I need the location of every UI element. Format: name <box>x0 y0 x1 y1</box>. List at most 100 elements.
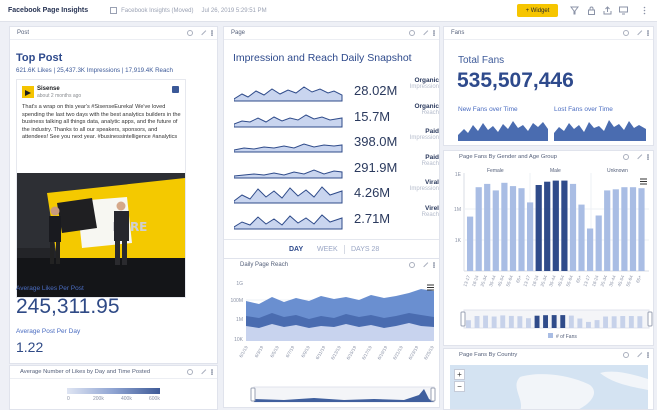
more-icon[interactable] <box>211 369 213 375</box>
edit-icon[interactable] <box>197 27 207 36</box>
more-icon[interactable] <box>211 30 213 36</box>
more-icon[interactable] <box>647 352 649 358</box>
gender-y-tick: 1K <box>455 238 462 244</box>
bar[interactable] <box>604 190 611 271</box>
reach-x-tick: 6/7/19 <box>285 345 296 359</box>
age-tick: 55-64 <box>505 274 514 287</box>
more-icon[interactable] <box>647 30 649 36</box>
metric-sparkline <box>234 213 343 229</box>
avg-likes-label: Average Likes Per Post <box>16 285 84 292</box>
tab-week[interactable]: WEEK <box>317 246 338 253</box>
bar[interactable] <box>612 189 619 271</box>
info-icon[interactable] <box>187 369 193 375</box>
metric-value: 2.71M <box>354 210 391 226</box>
reach-x-tick: 6/15/19 <box>346 345 358 361</box>
share-icon[interactable] <box>603 6 612 15</box>
embedded-post[interactable]: Sisense about 2 months ago That's a wrap… <box>16 79 186 298</box>
info-icon[interactable] <box>623 352 629 358</box>
more-icon[interactable] <box>433 262 435 268</box>
edit-icon[interactable] <box>633 27 643 36</box>
tab-days-28[interactable]: DAYS 28 <box>351 246 380 253</box>
post-body: That's a wrap on this year's #SisenseEur… <box>22 104 181 140</box>
group-label-male: Male <box>550 168 561 174</box>
bar[interactable] <box>501 182 508 271</box>
reach-chart-menu-icon[interactable] <box>427 284 434 291</box>
lock-icon[interactable] <box>587 6 596 15</box>
bar[interactable] <box>578 204 585 271</box>
navigator-bar <box>508 315 514 328</box>
bar[interactable] <box>595 215 602 272</box>
gender-x-axis: 13-17 18-24 25-34 35-44 45-54 55-64 65+ 13-17 18… <box>462 274 642 287</box>
bar[interactable] <box>484 183 491 271</box>
navigator-bar <box>594 320 600 328</box>
more-options-icon[interactable] <box>640 6 649 15</box>
country-map[interactable]: + − <box>450 365 648 409</box>
bar[interactable] <box>492 190 499 271</box>
lost-fans-sparkline <box>554 120 646 141</box>
add-widget-button[interactable]: + Widget <box>517 4 558 17</box>
info-icon[interactable] <box>409 30 415 36</box>
bar[interactable] <box>638 188 645 271</box>
more-icon[interactable] <box>647 154 649 160</box>
reach-x-tick: 6/3/19 <box>254 345 265 359</box>
more-icon[interactable] <box>433 30 435 36</box>
edit-icon[interactable] <box>197 366 207 375</box>
fans-widget-header: Fans <box>444 27 653 40</box>
navigator-bar <box>466 320 471 328</box>
info-icon[interactable] <box>187 30 193 36</box>
bar[interactable] <box>509 186 517 271</box>
edit-icon[interactable] <box>633 349 643 358</box>
edit-icon[interactable] <box>419 259 429 268</box>
navigator-handle-right[interactable] <box>647 311 653 327</box>
new-fans-label: New Fans over Time <box>458 106 518 113</box>
metric-label: Viral Impression <box>409 179 439 192</box>
datasource-name: Facebook Insights (Moved) <box>121 7 194 14</box>
post-widget-header: Post <box>10 27 217 40</box>
metric-row: 4.26M Viral Impression <box>234 179 439 205</box>
metric-value: 398.0M <box>354 134 398 149</box>
reach-x-tick: 6/23/19 <box>408 345 420 361</box>
bar[interactable] <box>527 202 534 271</box>
lost-fans-label: Lost Fans over Time <box>554 106 613 113</box>
fans-gender-age-widget: Page Fans By Gender and Age Group 1E 1M … <box>443 150 654 346</box>
bar[interactable] <box>467 216 474 271</box>
bar[interactable] <box>621 187 628 271</box>
bar[interactable] <box>552 180 559 271</box>
zoom-out-button[interactable]: − <box>454 381 465 392</box>
navigator-bar <box>628 316 634 328</box>
bar[interactable] <box>544 181 551 271</box>
bar[interactable] <box>535 185 542 271</box>
bar[interactable] <box>475 187 482 271</box>
tab-separator <box>344 245 345 254</box>
bar[interactable] <box>518 188 525 271</box>
navigator-handle-left[interactable] <box>460 311 466 327</box>
bar[interactable] <box>569 183 577 271</box>
info-icon[interactable] <box>623 30 629 36</box>
navigator-handle-left[interactable] <box>250 387 256 402</box>
sisense-logo-icon <box>22 86 34 98</box>
filter-icon[interactable] <box>570 6 579 15</box>
reach-x-tick: 6/1/19 <box>238 345 249 359</box>
daily-reach-widget: Daily Page Reach 1G 100M 1M 10K 6/1/19 6/… <box>223 258 440 408</box>
reach-x-tick: 6/5/19 <box>269 345 280 359</box>
metric-label: Virel Reach <box>421 204 439 218</box>
bar[interactable] <box>629 187 637 271</box>
age-tick: 13-17 <box>522 274 531 287</box>
navigator-handle-right[interactable] <box>430 387 436 402</box>
zoom-in-button[interactable]: + <box>454 369 465 380</box>
edit-icon[interactable] <box>419 27 429 36</box>
navigator-bar <box>637 316 643 328</box>
metric-row: 291.9M Paid Reach <box>234 154 439 180</box>
page-widget-header: Page <box>224 27 439 40</box>
navigator-series <box>254 389 434 402</box>
edit-icon[interactable] <box>633 151 643 160</box>
tab-day[interactable]: DAY <box>289 246 304 253</box>
bar[interactable] <box>587 228 594 272</box>
metric-label: Organic Impression <box>409 77 439 90</box>
monitor-icon[interactable] <box>619 6 628 15</box>
gender-chart-menu-icon[interactable] <box>640 178 647 185</box>
info-icon[interactable] <box>623 154 629 160</box>
info-icon[interactable] <box>409 262 415 268</box>
post-widget-title: Post <box>17 30 30 36</box>
bar[interactable] <box>561 180 568 271</box>
